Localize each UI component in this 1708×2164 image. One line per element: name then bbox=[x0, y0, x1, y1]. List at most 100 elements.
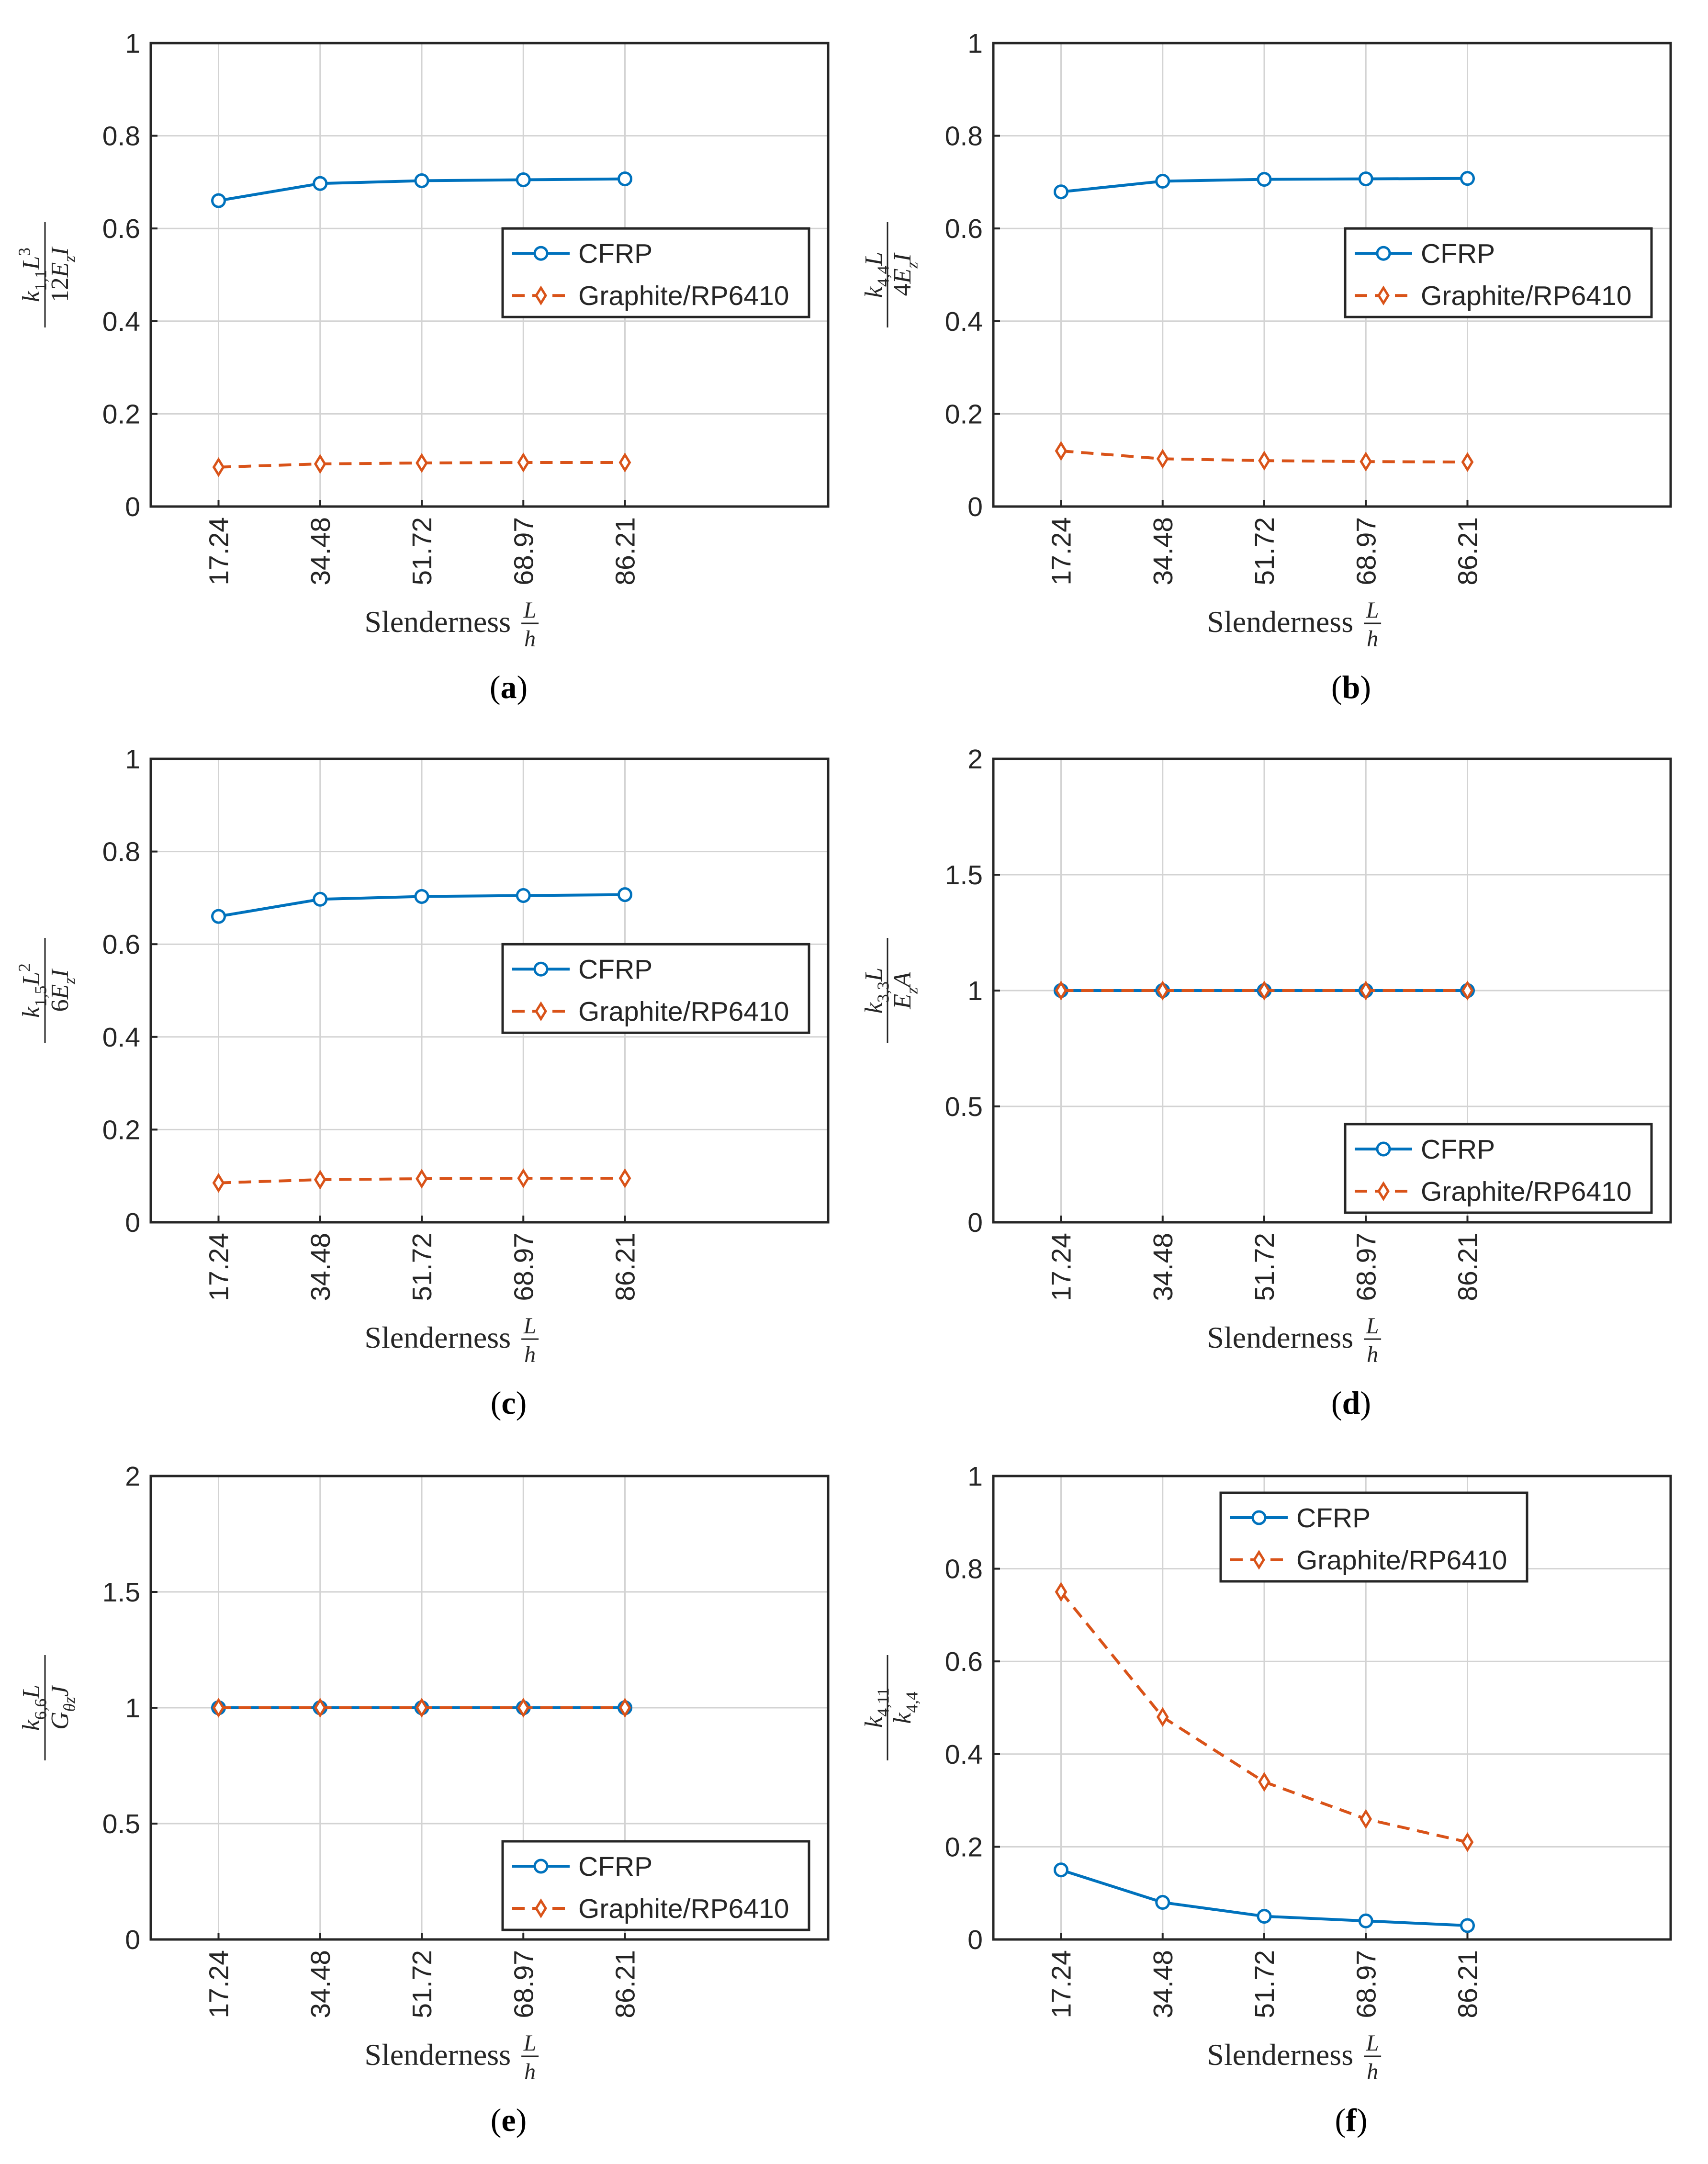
data-point-graphite bbox=[1156, 981, 1169, 1001]
legend-marker bbox=[1377, 1181, 1390, 1201]
y-axis-label-numerator: k1,1​L3​ bbox=[14, 248, 50, 302]
data-point-cfrp bbox=[1358, 171, 1373, 187]
data-point-graphite bbox=[1055, 1582, 1068, 1602]
x-axis-fraction-numerator: L bbox=[1366, 597, 1379, 623]
x-tick-label: 17.24 bbox=[204, 1233, 235, 1301]
data-point-graphite bbox=[212, 457, 225, 477]
y-tick-label: 0.2 bbox=[102, 1115, 140, 1145]
x-axis-fraction-denominator: h bbox=[524, 626, 536, 652]
data-point-cfrp bbox=[414, 889, 429, 904]
x-axis-fraction-denominator: h bbox=[524, 1342, 536, 1367]
y-axis-label-denominator: Gθz​J bbox=[46, 1684, 79, 1730]
legend-marker bbox=[1251, 1510, 1267, 1525]
panel-label: (a) bbox=[490, 669, 528, 705]
data-point-graphite bbox=[416, 1698, 428, 1718]
x-tick-label: 34.48 bbox=[1148, 1950, 1179, 2018]
y-tick-label: 0.8 bbox=[945, 1554, 983, 1585]
x-tick-label: 34.48 bbox=[305, 1233, 336, 1301]
legend-marker bbox=[1376, 1141, 1391, 1157]
legend: CFRP Graphite/RP6410 bbox=[1344, 1123, 1653, 1214]
legend-label-graphite: Graphite/RP6410 bbox=[1421, 281, 1631, 311]
legend-marker bbox=[535, 285, 547, 305]
legend-label-graphite: Graphite/RP6410 bbox=[578, 996, 789, 1027]
data-point-cfrp bbox=[1054, 1862, 1068, 1878]
legend-label-graphite: Graphite/RP6410 bbox=[578, 1894, 789, 1924]
y-tick-label: 0.6 bbox=[102, 929, 140, 960]
y-axis-label: k1,5​L2​6Ez​I bbox=[14, 938, 79, 1043]
data-point-graphite bbox=[1258, 981, 1270, 1001]
data-point-graphite bbox=[416, 1169, 428, 1189]
y-tick-label: 0.6 bbox=[945, 214, 983, 244]
panel-label: (d) bbox=[1331, 1385, 1371, 1421]
y-tick-label: 0.6 bbox=[102, 214, 140, 244]
x-axis-fraction-numerator: L bbox=[523, 1313, 537, 1339]
chart-panel-d: 0 0.5 1 1.5 2 17.24 34.48 51.72 68.97 86.21 Slende… bbox=[860, 744, 1672, 1421]
data-point-graphite bbox=[314, 454, 326, 474]
data-point-cfrp bbox=[211, 909, 226, 924]
x-axis-label: Slenderness bbox=[364, 2038, 511, 2072]
data-point-graphite bbox=[1461, 981, 1474, 1001]
legend-label-cfrp: CFRP bbox=[578, 238, 652, 269]
data-point-cfrp bbox=[618, 171, 632, 187]
legend-box bbox=[1344, 1123, 1653, 1214]
data-point-cfrp bbox=[1358, 1913, 1373, 1928]
x-tick-label: 51.72 bbox=[1249, 1233, 1280, 1301]
x-tick-label: 86.21 bbox=[610, 1950, 641, 2018]
y-tick-label: 2 bbox=[967, 744, 983, 775]
data-point-graphite bbox=[1156, 449, 1169, 469]
legend-box bbox=[501, 227, 810, 318]
panel-label: (e) bbox=[491, 2102, 527, 2138]
legend-marker bbox=[1377, 285, 1390, 305]
x-axis-label: Slenderness bbox=[364, 605, 511, 639]
y-axis-label-denominator: Ez​A bbox=[889, 972, 921, 1010]
y-tick-label: 1 bbox=[967, 28, 983, 59]
y-tick-label: 1.5 bbox=[102, 1577, 140, 1608]
y-tick-label: 1.5 bbox=[945, 860, 983, 890]
x-tick-label: 68.97 bbox=[1351, 1950, 1382, 2018]
x-tick-label: 17.24 bbox=[1046, 517, 1077, 586]
legend-label-graphite: Graphite/RP6410 bbox=[1421, 1176, 1631, 1207]
chart-panel-a: 0 0.2 0.4 0.6 0.8 1 17.24 34.48 51.72 68.97 86.21 S… bbox=[14, 28, 830, 705]
data-point-cfrp bbox=[1460, 1918, 1475, 1933]
x-tick-label: 17.24 bbox=[1046, 1950, 1077, 2018]
y-axis-label-denominator: k4,4​ bbox=[889, 1691, 921, 1724]
x-tick-label: 68.97 bbox=[508, 1950, 539, 2018]
legend: CFRP Graphite/RP6410 bbox=[1219, 1491, 1528, 1583]
data-point-cfrp bbox=[414, 173, 429, 188]
y-axis-label-denominator: 4Ez​I bbox=[889, 252, 921, 296]
x-tick-label: 51.72 bbox=[407, 1233, 438, 1301]
y-tick-label: 2 bbox=[125, 1461, 140, 1492]
x-tick-label: 86.21 bbox=[610, 1233, 641, 1301]
legend-marker bbox=[533, 1859, 549, 1874]
y-tick-label: 1 bbox=[967, 976, 983, 1006]
data-point-graphite bbox=[618, 1168, 631, 1188]
y-tick-label: 0 bbox=[125, 492, 140, 522]
legend-label-cfrp: CFRP bbox=[1296, 1503, 1371, 1533]
x-tick-label: 86.21 bbox=[1453, 517, 1483, 586]
x-tick-label: 17.24 bbox=[204, 517, 235, 586]
legend: CFRP Graphite/RP6410 bbox=[501, 1840, 810, 1931]
panel-label: (f) bbox=[1335, 2102, 1368, 2138]
y-tick-label: 0.4 bbox=[945, 306, 983, 337]
x-tick-label: 51.72 bbox=[407, 1950, 438, 2018]
legend-box bbox=[1219, 1491, 1528, 1583]
legend-marker bbox=[1253, 1550, 1265, 1570]
data-point-graphite bbox=[1360, 981, 1372, 1001]
panel-label: (b) bbox=[1331, 669, 1371, 705]
y-axis-label-denominator: 6Ez​I bbox=[46, 968, 79, 1012]
x-axis-label: Slenderness bbox=[1207, 1320, 1353, 1354]
data-point-graphite bbox=[517, 452, 530, 473]
y-tick-label: 0 bbox=[125, 1925, 140, 1955]
data-point-cfrp bbox=[1257, 1909, 1272, 1924]
data-point-cfrp bbox=[313, 176, 328, 191]
y-tick-label: 0.5 bbox=[945, 1092, 983, 1122]
y-tick-label: 0.5 bbox=[102, 1809, 140, 1839]
legend-box bbox=[501, 1840, 810, 1931]
legend: CFRP Graphite/RP6410 bbox=[501, 227, 810, 318]
y-tick-label: 0 bbox=[967, 1925, 983, 1955]
legend-box bbox=[501, 943, 810, 1034]
data-point-cfrp bbox=[1460, 171, 1475, 186]
data-point-cfrp bbox=[313, 891, 328, 907]
x-axis-fraction-numerator: L bbox=[1366, 2030, 1379, 2056]
y-axis-label: k4,11​k4,4​ bbox=[860, 1655, 921, 1760]
